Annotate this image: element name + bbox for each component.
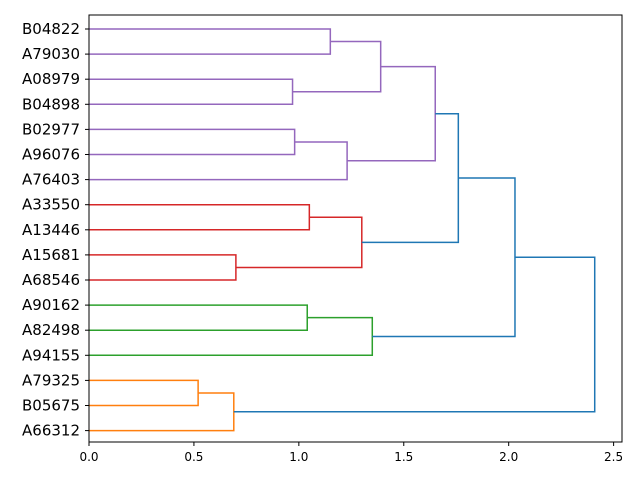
leaf-label-a66312: A66312 bbox=[22, 422, 80, 440]
x-tick-label: 0.5 bbox=[184, 450, 203, 464]
leaf-label-a96076: A96076 bbox=[22, 146, 80, 164]
branch-m9 bbox=[235, 216, 363, 269]
x-tick-label: 2.5 bbox=[604, 450, 623, 464]
leaf-label-b04898: B04898 bbox=[22, 95, 80, 113]
x-tick-label: 1.5 bbox=[394, 450, 413, 464]
x-tick-label: 0.0 bbox=[79, 450, 98, 464]
leaf-label-a08979: A08979 bbox=[22, 70, 80, 88]
x-axis: 0.0 0.5 1.0 1.5 2.0 2.5 bbox=[79, 442, 623, 464]
branch-m6 bbox=[347, 65, 436, 162]
leaf-label-a68546: A68546 bbox=[22, 271, 80, 289]
leaf-label-b05675: B05675 bbox=[22, 397, 80, 415]
branch-m5 bbox=[89, 141, 348, 181]
branch-m11 bbox=[89, 304, 308, 331]
branch-m15 bbox=[89, 392, 235, 432]
x-tick-label: 1.0 bbox=[289, 450, 308, 464]
leaf-label-a94155: A94155 bbox=[22, 346, 80, 364]
branch-m16 bbox=[233, 256, 596, 413]
leaf-label-a13446: A13446 bbox=[22, 221, 80, 239]
x-tick-label: 2.0 bbox=[499, 450, 518, 464]
dendrogram-branches bbox=[89, 28, 596, 432]
leaf-label-a79030: A79030 bbox=[22, 45, 80, 63]
plot-frame bbox=[88, 14, 623, 443]
branch-m3 bbox=[292, 40, 382, 93]
branch-m12 bbox=[89, 316, 374, 357]
branch-m14 bbox=[89, 379, 199, 407]
leaf-label-b04822: B04822 bbox=[22, 20, 80, 38]
branch-m13 bbox=[372, 177, 516, 338]
leaf-label-a79325: A79325 bbox=[22, 371, 80, 389]
leaf-labels: B04822 A79030 A08979 B04898 B02977 A96076 A764… bbox=[22, 20, 89, 440]
leaf-label-a76403: A76403 bbox=[22, 171, 80, 189]
leaf-label-a90162: A90162 bbox=[22, 296, 80, 314]
leaf-label-a82498: A82498 bbox=[22, 321, 80, 339]
leaf-label-a33550: A33550 bbox=[22, 196, 80, 214]
leaf-label-b02977: B02977 bbox=[22, 120, 80, 138]
leaf-label-a15681: A15681 bbox=[22, 246, 80, 264]
branch-m2 bbox=[89, 78, 294, 106]
